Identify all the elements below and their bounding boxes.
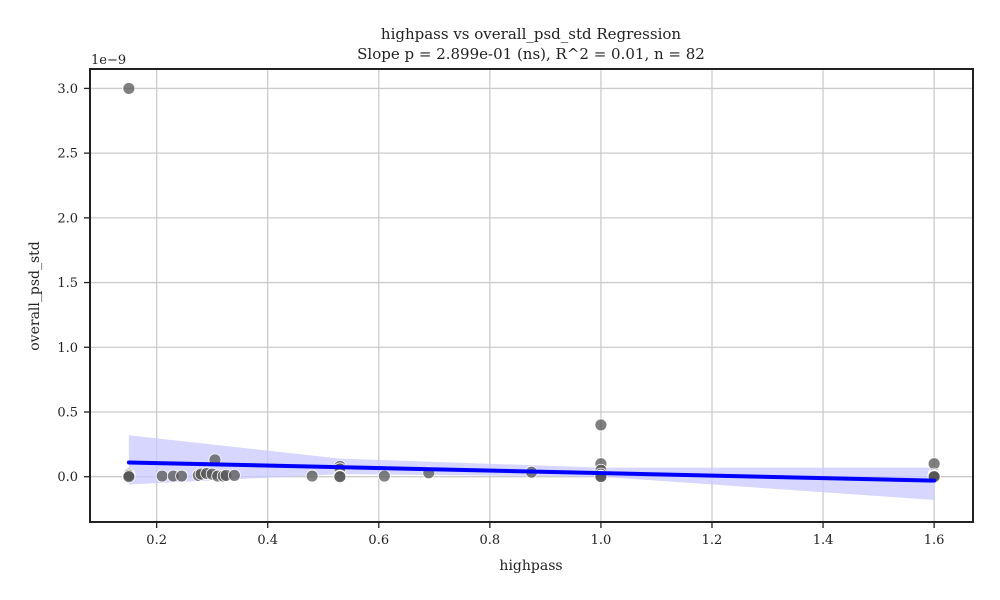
x-tick-label: 0.8 (480, 533, 501, 548)
scatter-point (155, 469, 169, 483)
chart-title: highpass vs overall_psd_std Regression (381, 25, 682, 43)
scatter-point (377, 469, 391, 483)
scatter-point (594, 418, 608, 432)
regression-line-layer (126, 460, 937, 483)
y-tick-label: 2.0 (57, 211, 78, 226)
x-tick-label: 1.4 (813, 533, 834, 548)
scatter-point (122, 470, 136, 484)
scatter-point (122, 82, 136, 95)
grid-layer (90, 69, 973, 522)
plot-frame (89, 68, 974, 523)
x-tick-label: 1.2 (702, 533, 723, 548)
chart-subtitle: Slope p = 2.899e-01 (ns), R^2 = 0.01, n … (357, 45, 705, 63)
x-tick-label: 0.2 (146, 533, 167, 548)
y-tick-label: 0.0 (57, 470, 78, 485)
x-tick-label: 0.4 (257, 533, 278, 548)
scatter-point (333, 470, 347, 484)
scatter-point (175, 469, 189, 483)
scatter-point (305, 469, 319, 483)
axes-layer: 0.2 0.4 0.6 0.8 1.0 1.2 1.4 1.6 0.0 0.5 1.0 1.5 2.0 2… (57, 68, 974, 548)
x-tick-label: 1.6 (924, 533, 945, 548)
y-tick-label: 2.5 (57, 147, 78, 162)
x-axis-label: highpass (499, 558, 562, 574)
y-tick-label: 0.5 (57, 405, 78, 420)
y-tick-label: 3.0 (57, 82, 78, 97)
y-scale-label: 1e−9 (91, 53, 126, 68)
y-tick-label: 1.5 (57, 276, 78, 291)
x-tick-label: 1.0 (591, 533, 612, 548)
y-tick-label: 1.0 (57, 341, 78, 356)
regression-line (126, 460, 937, 483)
x-tick-label: 0.6 (368, 533, 389, 548)
y-axis-label: overall_psd_std (27, 241, 43, 351)
scatter-point (227, 469, 241, 482)
